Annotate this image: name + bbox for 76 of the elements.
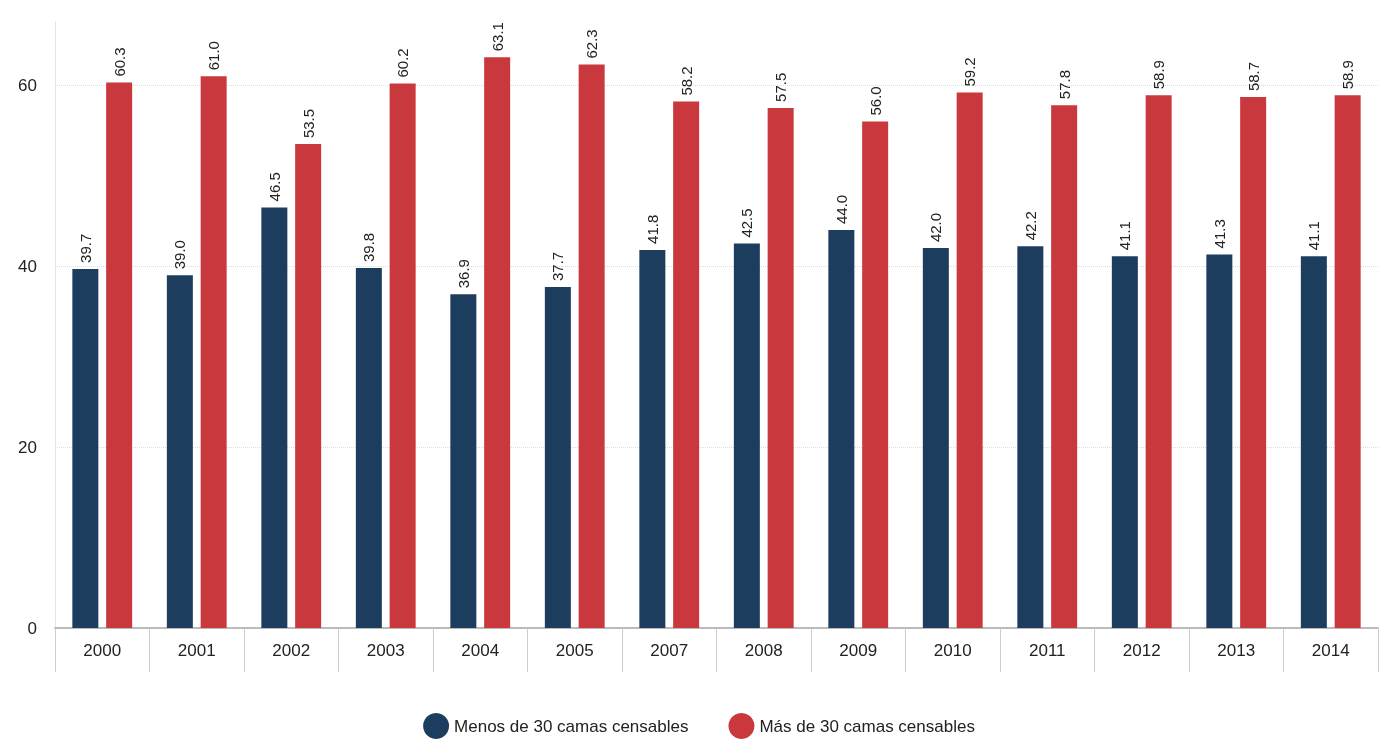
bar: [578, 64, 605, 628]
x-tick-label: 2004: [461, 641, 500, 660]
data-label: 39.0: [171, 240, 189, 270]
y-tick-label: 0: [27, 618, 37, 638]
bar: [200, 76, 227, 628]
bar: [1300, 256, 1327, 628]
bar: [828, 230, 855, 628]
data-label: 42.5: [738, 208, 756, 238]
bar: [1206, 254, 1233, 628]
data-label: 61.0: [205, 41, 223, 71]
bar: [355, 268, 382, 628]
x-tick-label: 2012: [1122, 641, 1161, 660]
data-label: 57.8: [1055, 70, 1073, 100]
bar: [72, 268, 99, 628]
bar: [450, 294, 477, 628]
data-label: 41.8: [643, 214, 661, 244]
bar: [956, 92, 983, 628]
x-tick-label: 2007: [650, 641, 689, 660]
data-label: 58.7: [1244, 61, 1262, 92]
data-label: 41.1: [1305, 221, 1323, 251]
data-label: 41.3: [1210, 219, 1228, 249]
bar: [1051, 105, 1078, 628]
bar: [1240, 97, 1267, 628]
x-tick-label: 2003: [366, 641, 405, 660]
bar: [862, 121, 889, 628]
bar: [166, 275, 193, 628]
data-label: 56.0: [866, 86, 884, 116]
bar: [1334, 95, 1361, 628]
data-label: 58.9: [1339, 60, 1357, 90]
data-label: 58.9: [1150, 60, 1168, 90]
data-label: 57.5: [772, 72, 790, 102]
data-label: 39.7: [76, 233, 94, 263]
bar: [673, 101, 700, 628]
x-tick-label: 2010: [933, 641, 972, 660]
data-label: 60.3: [110, 47, 128, 77]
y-tick-label: 20: [18, 437, 37, 457]
data-label: 37.7: [549, 251, 567, 282]
data-label: 39.8: [360, 232, 378, 263]
x-tick-label: 2008: [744, 641, 783, 660]
y-tick-label: 40: [18, 256, 37, 276]
bar: [733, 243, 760, 628]
x-tick-label: 2009: [839, 641, 878, 660]
data-label: 42.2: [1021, 211, 1039, 241]
data-label: 46.5: [265, 172, 283, 202]
x-tick-label: 2005: [555, 641, 594, 660]
data-label: 53.5: [299, 108, 317, 139]
data-label: 58.2: [677, 66, 695, 96]
bar: [1111, 256, 1138, 628]
data-label: 36.9: [454, 259, 472, 289]
bar: [544, 287, 571, 628]
x-tick-label: 2011: [1028, 641, 1066, 660]
data-label: 62.3: [583, 29, 601, 59]
x-tick-label: 2001: [177, 641, 216, 660]
bar: [484, 57, 511, 628]
bar: [767, 107, 794, 628]
data-label: 63.1: [488, 22, 506, 52]
bar: [106, 82, 133, 628]
bar: [922, 248, 949, 628]
data-label: 60.2: [394, 48, 412, 78]
legend-label: Menos de 30 camas censables: [454, 716, 689, 736]
data-label: 41.1: [1116, 221, 1134, 251]
x-tick-label: 2002: [272, 641, 311, 660]
data-label: 44.0: [832, 194, 850, 225]
bar: [639, 249, 666, 628]
x-tick-label: 2013: [1217, 641, 1256, 660]
x-tick-label: 2014: [1311, 641, 1350, 660]
data-label: 59.2: [961, 57, 979, 87]
bar: [295, 144, 322, 628]
bar: [261, 207, 288, 628]
x-tick-label: 2000: [83, 641, 122, 660]
bar: [389, 83, 416, 628]
bar: [1017, 246, 1044, 628]
bar: [1145, 95, 1172, 628]
y-tick-label: 60: [18, 75, 37, 95]
data-label: 42.0: [927, 212, 945, 243]
legend-label: Más de 30 camas censables: [759, 716, 975, 736]
